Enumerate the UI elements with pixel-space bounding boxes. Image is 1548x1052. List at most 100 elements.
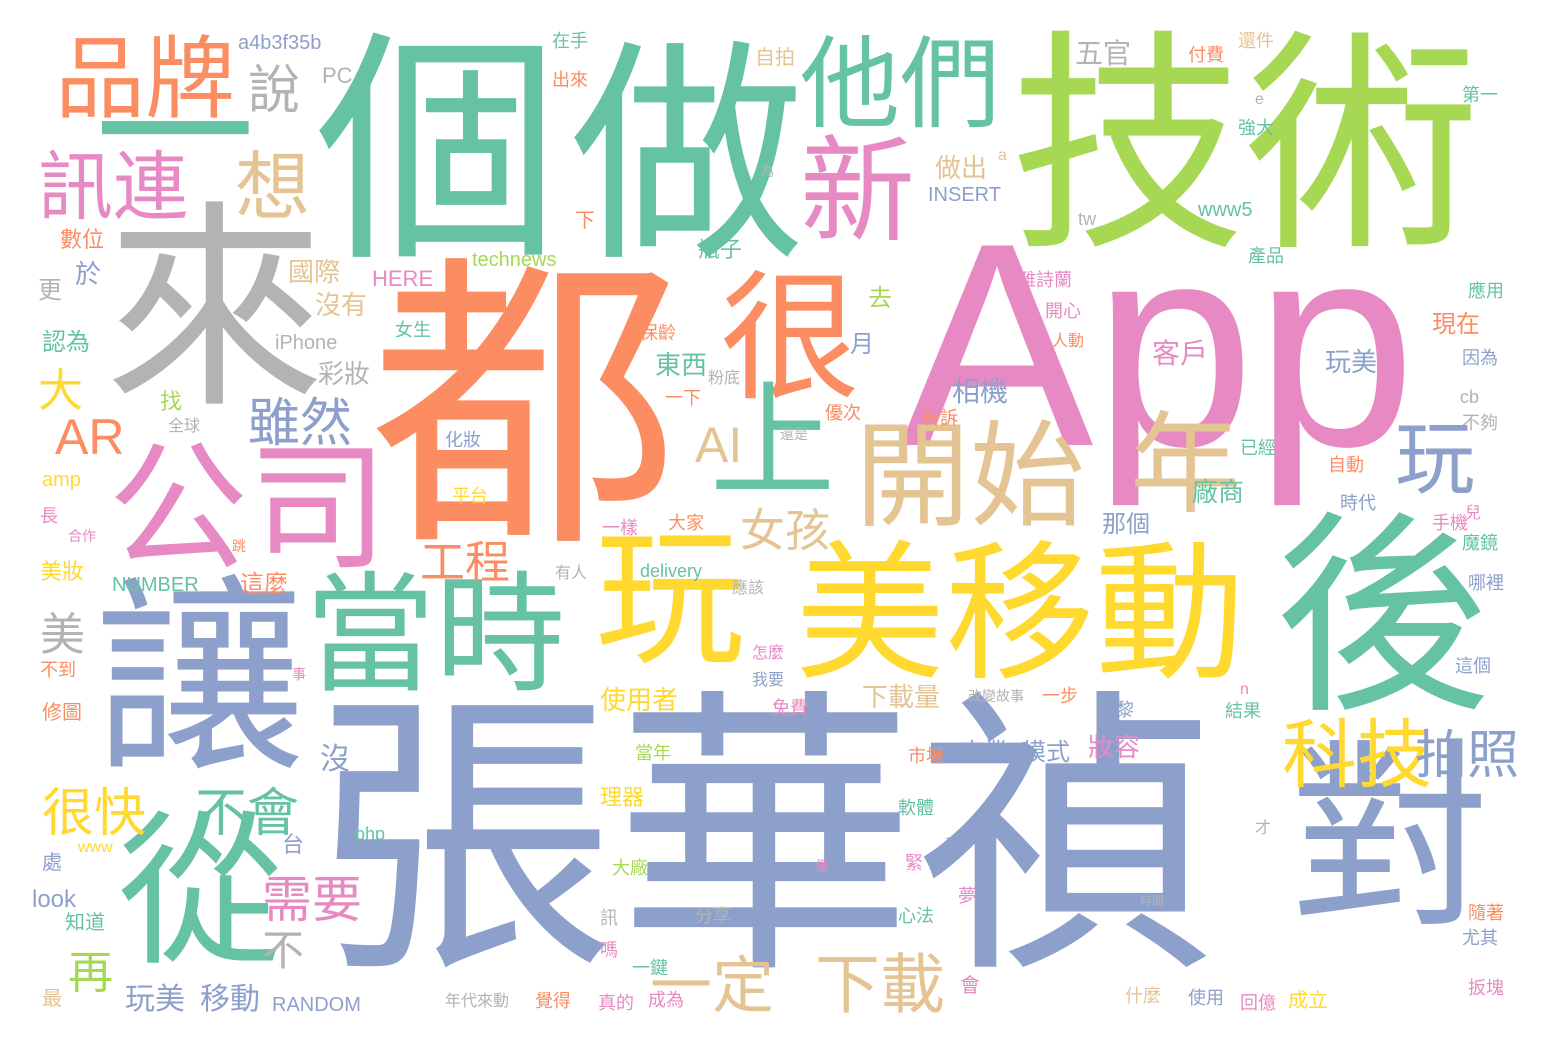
word: 強大: [1238, 118, 1274, 139]
word: 回億: [1240, 993, 1276, 1014]
word: 已經: [1240, 438, 1276, 459]
word: 心法: [898, 906, 934, 927]
word: 再: [68, 946, 114, 999]
word: 大家: [668, 513, 704, 534]
word: RANDOM: [272, 994, 361, 1016]
word: 客戶: [1152, 337, 1209, 370]
word: 下: [575, 208, 595, 232]
word: 不到: [40, 660, 76, 681]
word: 商業: [960, 738, 1008, 766]
word: 去: [868, 284, 892, 312]
word: 一鍵: [632, 958, 668, 979]
word: 應該: [732, 578, 765, 597]
word: 知道: [65, 910, 105, 934]
word: 公司: [108, 428, 389, 591]
word: 覺得: [535, 991, 571, 1012]
word: 認為: [42, 328, 90, 356]
word: 哪裡: [1468, 573, 1504, 594]
word: 魔鏡: [1462, 533, 1498, 554]
word: 新: [800, 125, 916, 259]
word: 什麼: [1125, 986, 1161, 1007]
word: 妝容: [1088, 733, 1141, 763]
word: 月: [850, 330, 874, 358]
word: technews: [472, 249, 557, 271]
word: 自拍: [755, 45, 795, 69]
word: 成立: [1288, 988, 1328, 1012]
word: 雖然: [248, 394, 353, 454]
word: 大廠: [612, 858, 648, 879]
word: 理器: [600, 786, 645, 811]
word: 這麼: [240, 570, 288, 598]
word: 廠商: [1192, 478, 1245, 508]
word: AI: [695, 417, 743, 473]
word: 自動: [1328, 455, 1364, 476]
word: e: [1255, 91, 1264, 108]
word: a4b3f35b: [238, 32, 322, 54]
word: 緊: [905, 853, 923, 874]
word: 合作: [68, 529, 96, 545]
word: 找: [160, 390, 183, 415]
word: n: [1240, 681, 1249, 698]
word: 五官: [1075, 37, 1132, 70]
word: 都: [370, 229, 680, 590]
word: 拍照: [1415, 726, 1520, 786]
word: 訊: [600, 908, 618, 929]
word: 長: [40, 506, 58, 527]
word: 隨著: [1468, 903, 1504, 924]
word: 當時: [305, 559, 566, 711]
word: 彩妝: [318, 360, 371, 390]
word: 使用者: [600, 686, 679, 716]
word: INSERT: [928, 184, 1001, 206]
word: 於: [75, 260, 102, 290]
word: 在手: [552, 31, 588, 52]
word: 一樣: [602, 518, 638, 539]
word: 女生: [395, 320, 431, 341]
word: 一: [95, 41, 256, 228]
word: 更: [38, 276, 62, 304]
word: www: [78, 839, 113, 856]
word: 玩美: [1325, 348, 1378, 378]
word: 當年: [635, 743, 671, 764]
word: 那個: [1102, 510, 1150, 538]
word: 應用: [1468, 281, 1504, 302]
word: 尤其: [1462, 928, 1498, 949]
word: 因為: [1462, 348, 1498, 369]
word: 出來: [552, 70, 588, 91]
word: tw: [1078, 209, 1096, 229]
word: 從: [118, 796, 283, 988]
word: 夢: [958, 886, 976, 907]
word: 美移動: [795, 528, 1246, 702]
word: 玩美: [125, 982, 185, 1017]
word: 不會: [195, 784, 300, 844]
word: 需要: [262, 871, 362, 929]
word: 國際: [288, 258, 341, 288]
word: 對: [1290, 723, 1491, 956]
word: 人動: [1052, 331, 1085, 350]
word: 使用: [1188, 988, 1224, 1009]
word: 台: [282, 833, 305, 858]
word: 東西: [655, 351, 708, 381]
word: 玩: [1395, 413, 1475, 506]
word: NUMBER: [112, 574, 199, 596]
word: 相機: [952, 375, 1009, 408]
word: 大: [38, 364, 84, 417]
word: 下載量: [862, 683, 941, 713]
word: 開心: [1045, 301, 1081, 322]
word: 做出: [935, 154, 988, 184]
word: 巴黎: [1098, 700, 1134, 721]
word: 很: [720, 258, 861, 421]
word: App: [900, 183, 1416, 507]
word: 美妝: [40, 560, 85, 585]
word: 保齡: [640, 323, 676, 344]
word: 才: [1255, 818, 1272, 837]
word: 沒有: [315, 291, 368, 321]
word: 軟體: [898, 798, 934, 819]
word: look: [32, 886, 77, 913]
word: 像: [815, 859, 829, 875]
word: 第一: [1462, 85, 1498, 106]
word: 一定: [650, 949, 775, 1022]
word: 不夠: [1462, 413, 1498, 434]
word: 時代: [1340, 493, 1376, 514]
word: 來: [105, 182, 326, 438]
